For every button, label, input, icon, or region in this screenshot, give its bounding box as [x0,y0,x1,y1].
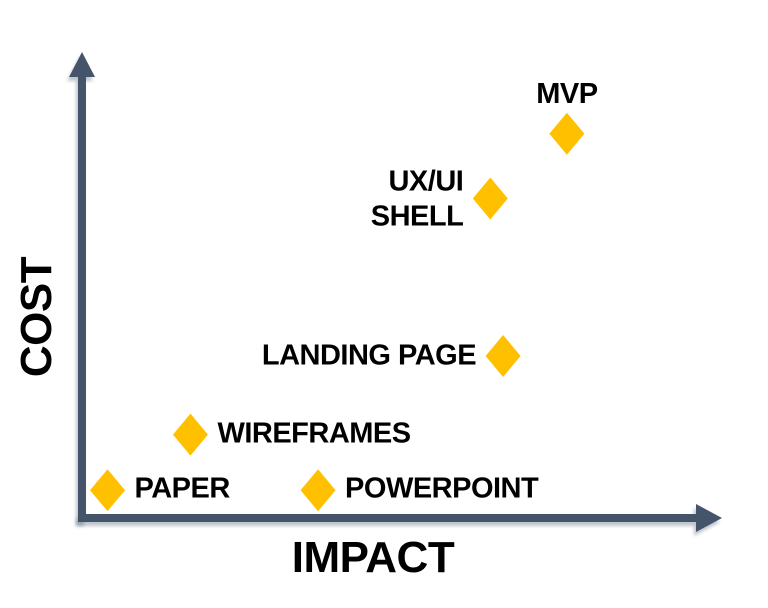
y-axis-line [78,70,86,522]
point-label-mvp: MVP [536,77,598,110]
point-label-landing-page: LANDING PAGE [261,339,477,372]
diamond-marker-landing-page [485,334,521,377]
point-label-paper: PAPER [134,472,231,505]
x-axis-label: IMPACT [291,533,455,582]
point-label-wireframes: WIREFRAMES [217,416,411,449]
y-axis-arrowhead-icon [69,52,95,77]
x-axis-line [78,514,698,522]
diamond-marker-ux-ui-shell [472,177,508,220]
point-label-ux-ui-shell: UX/UI SHELL [370,165,464,233]
diamond-marker-wireframes [172,413,208,456]
diamond-marker-powerpoint [300,469,336,512]
x-axis-arrowhead-icon [696,504,722,532]
point-label-powerpoint: POWERPOINT [345,472,539,505]
y-axis-label: COST [12,256,61,378]
diamond-marker-paper [90,469,126,512]
diamond-marker-mvp [549,112,585,155]
